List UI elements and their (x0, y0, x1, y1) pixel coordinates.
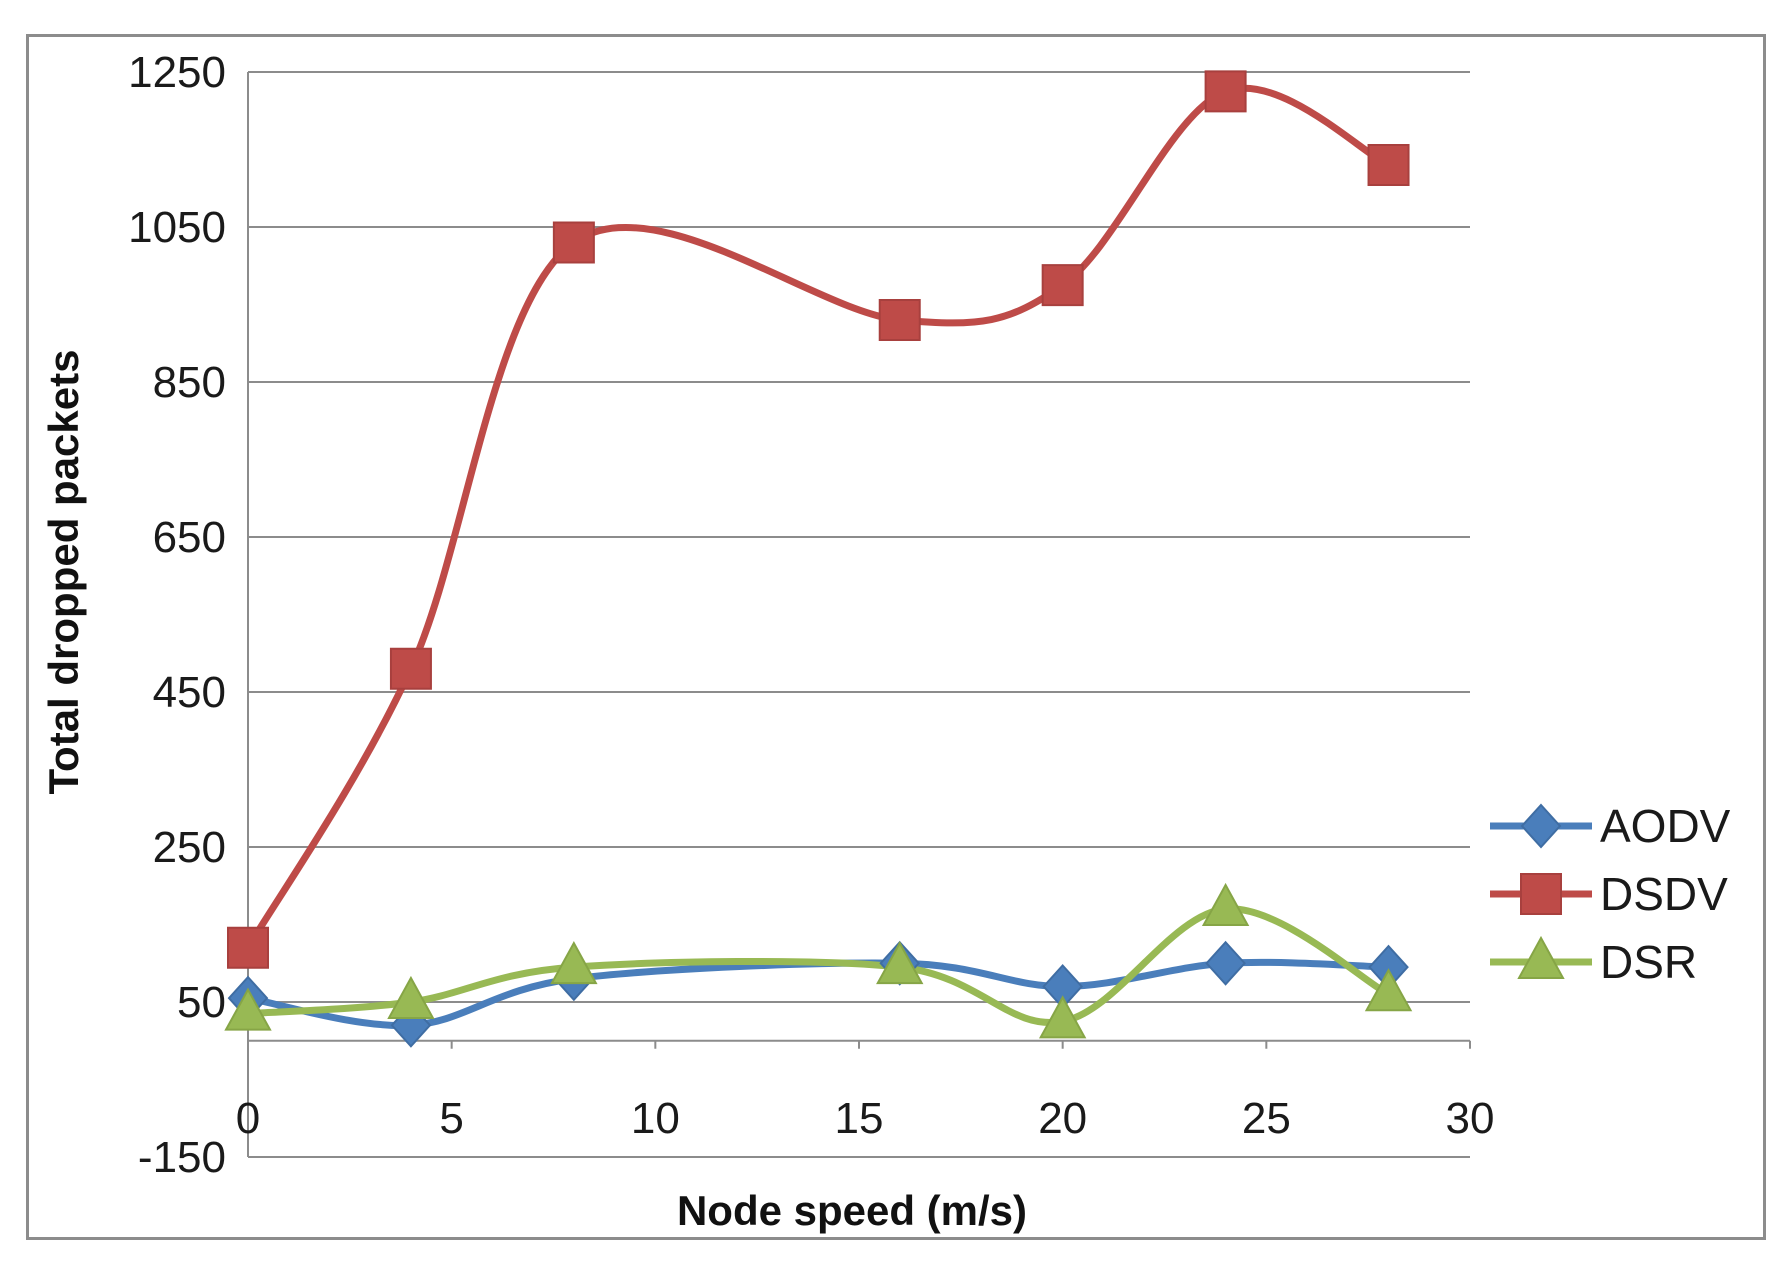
y-tick-label: 1250 (128, 48, 226, 97)
legend-label-dsdv: DSDV (1600, 868, 1728, 920)
y-tick-label: 50 (177, 978, 226, 1027)
x-tick-labels: 0 5 10 15 20 25 30 (236, 1094, 1495, 1143)
data-point-dsdv (878, 299, 921, 341)
y-tick-labels: -150 50 250 450 650 850 1050 1250 (128, 48, 226, 1182)
series-markers (224, 70, 1413, 1048)
data-point-dsdv (1367, 144, 1410, 186)
x-tick-label: 10 (631, 1094, 680, 1143)
data-point-dsr (1364, 968, 1413, 1012)
legend-marker-aodv (1520, 803, 1562, 849)
data-point-dsdv (552, 221, 595, 264)
legend: AODV DSDV DSR (1490, 800, 1731, 988)
legend-marker-dsr (1517, 935, 1565, 979)
data-point-dsr (876, 941, 924, 985)
x-tick-label: 30 (1446, 1094, 1495, 1143)
data-point-dsr (550, 941, 598, 985)
series-lines (244, 84, 1393, 1030)
legend-marker-dsdv (1520, 873, 1562, 915)
y-axis-label: Total dropped packets (40, 350, 87, 795)
y-tick-label: 650 (153, 513, 226, 562)
legend-label-aodv: AODV (1600, 800, 1731, 852)
y-tick-label: 250 (153, 823, 226, 872)
data-point-dsr (1038, 995, 1087, 1039)
data-point-dsdv (389, 647, 432, 690)
x-tick-label: 5 (439, 1094, 463, 1143)
x-tick-label: 25 (1242, 1094, 1291, 1143)
data-point-dsr (387, 975, 435, 1019)
data-point-dsr (224, 987, 272, 1031)
x-tick-label: 15 (835, 1094, 884, 1143)
chart-frame (26, 34, 1766, 1240)
legend-label-dsr: DSR (1600, 936, 1697, 988)
data-point-dsdv (227, 926, 269, 969)
y-tick-label: 850 (153, 358, 226, 407)
data-point-dsr (1201, 882, 1250, 926)
y-tick-label: 450 (153, 668, 226, 717)
y-tick-label: 1050 (128, 203, 226, 252)
y-tick-label: -150 (138, 1133, 226, 1182)
data-point-dsdv (1204, 70, 1247, 113)
data-point-aodv (1205, 940, 1246, 986)
x-tick-label: 0 (236, 1094, 260, 1143)
x-tick-label: 20 (1038, 1094, 1087, 1143)
x-axis-label: Node speed (m/s) (677, 1187, 1027, 1234)
data-point-dsdv (1041, 264, 1084, 307)
series-line-dsdv (244, 84, 1393, 952)
